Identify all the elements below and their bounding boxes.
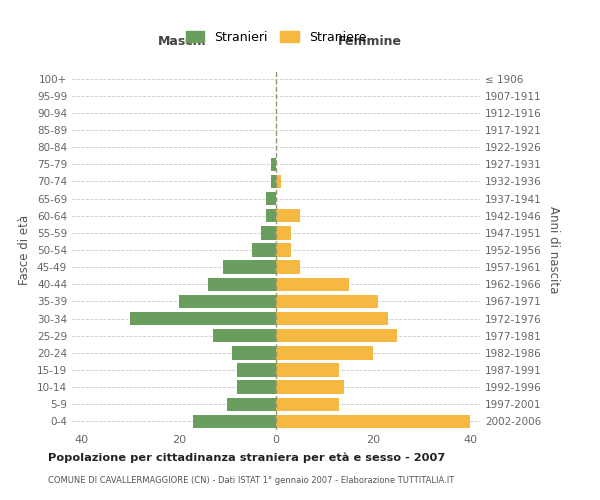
Bar [237, 380, 276, 394]
Bar [208, 278, 276, 291]
Bar [130, 312, 276, 326]
Text: Maschi: Maschi [158, 36, 206, 49]
Bar [276, 414, 470, 428]
Bar [227, 398, 276, 411]
Bar [276, 312, 388, 326]
Bar [276, 260, 300, 274]
Bar [276, 329, 397, 342]
Legend: Stranieri, Straniere: Stranieri, Straniere [181, 26, 371, 49]
Bar [276, 278, 349, 291]
Text: COMUNE DI CAVALLERMAGGIORE (CN) - Dati ISTAT 1° gennaio 2007 - Elaborazione TUTT: COMUNE DI CAVALLERMAGGIORE (CN) - Dati I… [48, 476, 454, 485]
Bar [276, 364, 339, 376]
Bar [276, 380, 344, 394]
Text: Femmine: Femmine [338, 36, 402, 49]
Bar [266, 192, 276, 205]
Y-axis label: Anni di nascita: Anni di nascita [547, 206, 560, 294]
Y-axis label: Fasce di età: Fasce di età [19, 215, 31, 285]
Bar [276, 346, 373, 360]
Bar [271, 174, 276, 188]
Bar [213, 329, 276, 342]
Bar [276, 174, 281, 188]
Bar [179, 294, 276, 308]
Text: Popolazione per cittadinanza straniera per età e sesso - 2007: Popolazione per cittadinanza straniera p… [48, 452, 445, 463]
Bar [276, 226, 290, 239]
Bar [193, 414, 276, 428]
Bar [223, 260, 276, 274]
Bar [237, 364, 276, 376]
Bar [276, 244, 290, 256]
Bar [276, 398, 339, 411]
Bar [262, 226, 276, 239]
Bar [252, 244, 276, 256]
Bar [276, 209, 300, 222]
Bar [232, 346, 276, 360]
Bar [276, 294, 378, 308]
Bar [271, 158, 276, 171]
Bar [266, 209, 276, 222]
